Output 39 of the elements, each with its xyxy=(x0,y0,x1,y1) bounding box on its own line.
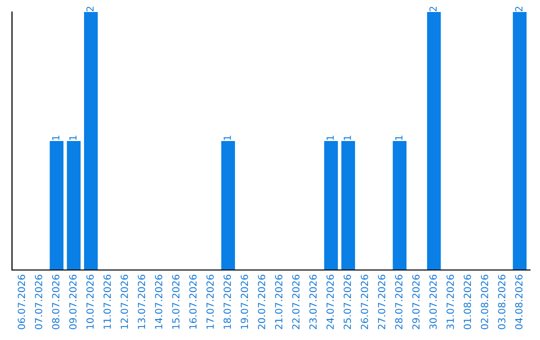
data-label: 1 xyxy=(52,136,60,140)
x-tick-label: 02.08.2026 xyxy=(480,274,488,330)
x-tick-label: 08.07.2026 xyxy=(52,274,60,330)
x-tick-label: 29.07.2026 xyxy=(412,274,420,330)
x-tick-label: 03.08.2026 xyxy=(498,274,506,330)
x-tick-label: 14.07.2026 xyxy=(154,274,162,329)
x-tick-label: 28.07.2026 xyxy=(395,274,402,330)
x-tick-label: 07.07.2026 xyxy=(34,274,42,330)
x-tick-label: 15.07.2026 xyxy=(172,274,180,329)
x-tick-label: 13.07.2026 xyxy=(138,274,146,329)
x-tick-label: 04.08.2026 xyxy=(515,274,523,330)
x-tick-label: 19.07.2026 xyxy=(240,274,248,329)
data-label: 1 xyxy=(326,136,334,140)
data-label: 1 xyxy=(69,136,76,140)
data-label: 2 xyxy=(515,6,522,12)
data-label: 2 xyxy=(429,6,437,12)
data-label: 1 xyxy=(224,136,231,140)
x-tick-label: 06.07.2026 xyxy=(18,274,26,330)
x-tick-label: 18.07.2026 xyxy=(224,274,231,329)
x-tick-label: 23.07.2026 xyxy=(309,274,317,330)
x-tick-label: 26.07.2026 xyxy=(360,274,368,330)
x-tick-label: 31.07.2026 xyxy=(446,274,454,330)
x-tick-label: 09.07.2026 xyxy=(69,274,77,330)
x-tick-label: 30.07.2026 xyxy=(429,274,437,330)
x-tick-label: 24.07.2026 xyxy=(326,274,334,330)
x-tick-label: 22.07.2026 xyxy=(292,274,300,330)
x-tick-label: 17.07.2026 xyxy=(206,274,214,329)
data-label: 1 xyxy=(344,136,351,140)
x-tick-label: 11.07.2026 xyxy=(104,274,111,329)
x-tick-label: 01.08.2026 xyxy=(464,274,472,330)
x-tick-label: 20.07.2026 xyxy=(258,274,266,330)
x-tick-label: 16.07.2026 xyxy=(189,274,197,329)
x-tick-label: 21.07.2026 xyxy=(275,274,282,330)
x-tick-label: 25.07.2026 xyxy=(344,274,352,330)
x-tick-label: 10.07.2026 xyxy=(86,274,94,329)
x-tick-label: 27.07.2026 xyxy=(378,274,386,330)
x-tick-label: 12.07.2026 xyxy=(120,274,128,329)
data-label: 1 xyxy=(395,136,402,140)
data-label: 2 xyxy=(86,6,94,12)
